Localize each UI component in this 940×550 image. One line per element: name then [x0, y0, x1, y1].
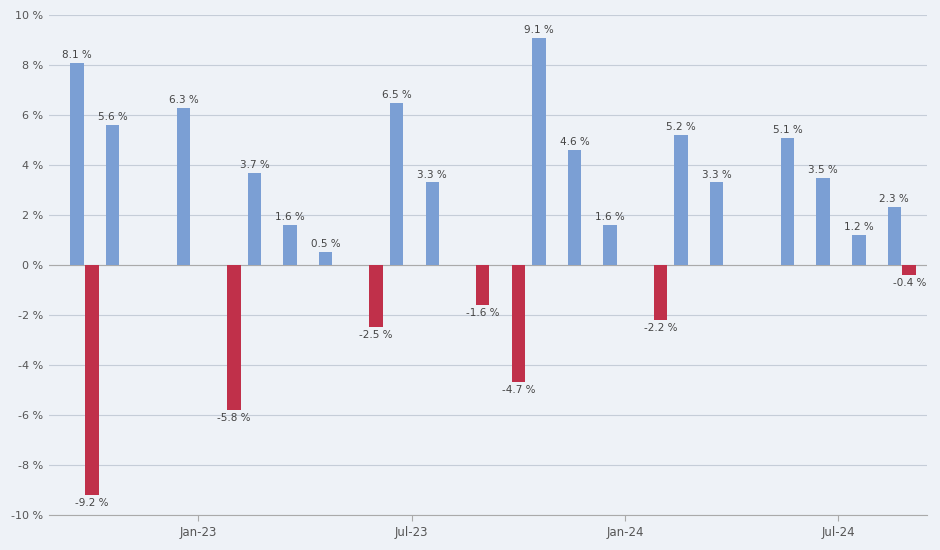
Bar: [70, 63, 84, 265]
Text: 5.2 %: 5.2 %: [666, 122, 696, 132]
Text: 6.5 %: 6.5 %: [382, 90, 412, 100]
Text: 3.7 %: 3.7 %: [240, 160, 270, 169]
Bar: [476, 265, 490, 305]
Bar: [426, 183, 439, 265]
Text: 4.6 %: 4.6 %: [559, 137, 589, 147]
Text: 5.1 %: 5.1 %: [773, 124, 803, 135]
Bar: [248, 173, 261, 265]
Bar: [369, 265, 383, 327]
Bar: [603, 225, 617, 265]
Bar: [674, 135, 688, 265]
Text: 5.6 %: 5.6 %: [98, 112, 127, 122]
Bar: [653, 265, 667, 320]
Text: -0.4 %: -0.4 %: [893, 278, 926, 288]
Text: 3.3 %: 3.3 %: [417, 169, 447, 179]
Text: 3.3 %: 3.3 %: [702, 169, 731, 179]
Bar: [105, 125, 119, 265]
Text: -2.5 %: -2.5 %: [359, 331, 393, 340]
Bar: [85, 265, 99, 495]
Text: 0.5 %: 0.5 %: [311, 239, 340, 250]
Text: -5.8 %: -5.8 %: [217, 413, 251, 423]
Text: 8.1 %: 8.1 %: [62, 50, 92, 59]
Bar: [319, 252, 333, 265]
Text: -9.2 %: -9.2 %: [75, 498, 108, 508]
Bar: [817, 178, 830, 265]
Text: 9.1 %: 9.1 %: [524, 25, 554, 35]
Bar: [177, 108, 190, 265]
Text: 1.2 %: 1.2 %: [844, 222, 873, 232]
Text: -1.6 %: -1.6 %: [466, 308, 499, 318]
Bar: [227, 265, 241, 410]
Text: 6.3 %: 6.3 %: [168, 95, 198, 104]
Bar: [781, 138, 794, 265]
Bar: [511, 265, 525, 382]
Text: 3.5 %: 3.5 %: [808, 164, 838, 174]
Bar: [532, 37, 545, 265]
Bar: [568, 150, 581, 265]
Text: 1.6 %: 1.6 %: [595, 212, 625, 222]
Bar: [390, 102, 403, 265]
Text: -4.7 %: -4.7 %: [502, 386, 535, 395]
Text: -2.2 %: -2.2 %: [644, 323, 677, 333]
Bar: [902, 265, 916, 275]
Text: 2.3 %: 2.3 %: [880, 195, 909, 205]
Text: 1.6 %: 1.6 %: [275, 212, 305, 222]
Bar: [852, 235, 866, 265]
Bar: [887, 207, 901, 265]
Bar: [283, 225, 297, 265]
Bar: [710, 183, 724, 265]
